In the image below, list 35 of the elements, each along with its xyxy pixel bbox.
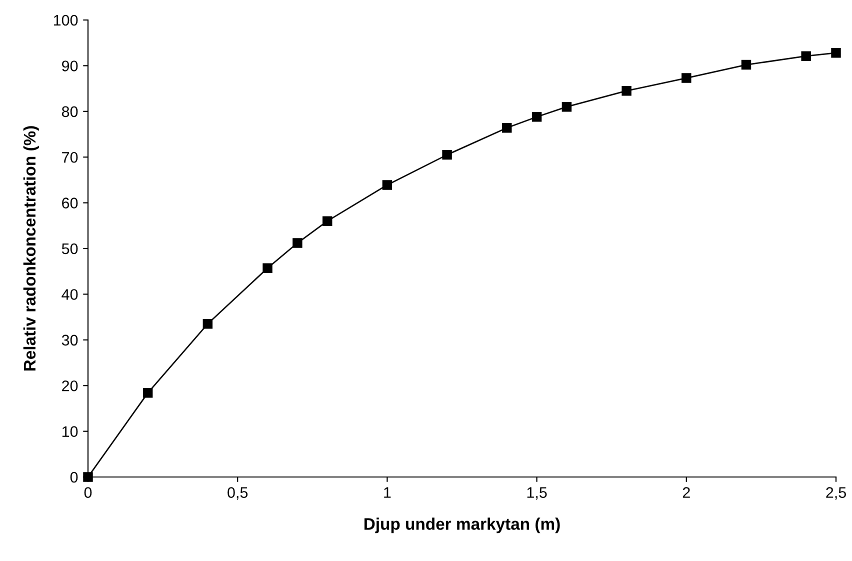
point xyxy=(202,319,213,329)
point xyxy=(382,180,392,190)
y-tick-label: 100 xyxy=(54,14,78,26)
point xyxy=(262,263,272,274)
x-tick-label: 2,5 xyxy=(826,487,846,500)
point xyxy=(831,48,841,58)
x-axis-title: Djup under markytan (m) xyxy=(364,518,560,534)
y-tick-label: 30 xyxy=(62,334,78,346)
x-tick-label: 0 xyxy=(84,487,92,498)
point xyxy=(83,472,93,482)
x-tick-label: 0,5 xyxy=(228,487,248,500)
y-tick-label: 60 xyxy=(62,198,78,208)
point xyxy=(532,112,542,122)
x-tick-label: 1 xyxy=(384,487,391,498)
point xyxy=(622,86,632,96)
y-tick-label: 70 xyxy=(62,152,78,163)
point xyxy=(562,102,572,112)
x-tick-label: 1,5 xyxy=(527,487,547,500)
point xyxy=(442,150,452,160)
point xyxy=(292,238,302,248)
y-tick-label: 10 xyxy=(62,426,78,437)
y-tick-label: 80 xyxy=(62,106,78,118)
x-tick-label: 2 xyxy=(682,487,690,498)
point xyxy=(502,122,512,133)
point xyxy=(142,388,153,398)
y-tick-label: 50 xyxy=(62,243,78,254)
y-tick-label: 40 xyxy=(62,289,78,300)
point xyxy=(682,73,692,83)
y-tick-label: 20 xyxy=(62,380,78,392)
y-tick-label: 90 xyxy=(62,60,78,72)
point xyxy=(801,51,811,61)
y-tick-label: 0 xyxy=(70,472,78,483)
point xyxy=(741,60,752,70)
y-axis-title: Relativ radonkoncentration (%) xyxy=(23,126,39,371)
point xyxy=(322,216,332,226)
